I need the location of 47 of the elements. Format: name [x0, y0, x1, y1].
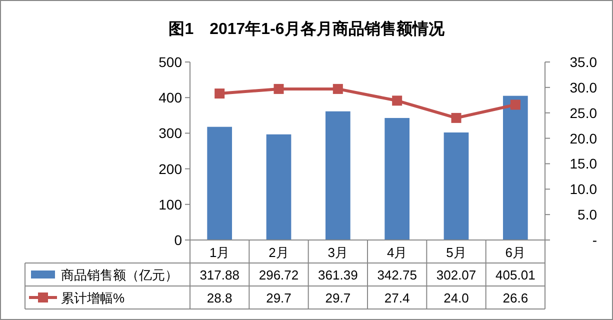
- x-tick-label: 6月: [505, 245, 526, 260]
- y-tick-label: 100: [158, 196, 182, 212]
- point: [392, 96, 402, 106]
- y-tick-label: 400: [158, 90, 182, 106]
- y2-tick-label: 35.0: [570, 54, 598, 70]
- y2-tick-label: -: [592, 232, 598, 248]
- y2-tick-label: 30.0: [570, 79, 598, 96]
- y2-tick-label: 20.0: [570, 130, 598, 146]
- y2-tick-label: 5.0: [578, 206, 598, 223]
- bar: [207, 126, 232, 240]
- data-label: 405.01: [496, 268, 536, 282]
- point: [451, 112, 462, 123]
- x-tick-label: 4月: [386, 245, 408, 260]
- x-tick-label: 5月: [446, 245, 466, 260]
- data-label: 29.7: [266, 290, 292, 306]
- data-label: 24.0: [444, 290, 469, 306]
- legend-label: 商品销售额（亿元）: [61, 268, 178, 282]
- legend-label: 累计增幅%: [61, 290, 125, 306]
- data-label: 27.4: [384, 290, 410, 306]
- point: [214, 88, 225, 99]
- data-label: 342.75: [377, 268, 417, 282]
- x-tick-label: 1月: [209, 245, 230, 260]
- bar: [502, 96, 528, 240]
- bar: [266, 134, 292, 240]
- data-label: 317.88: [200, 268, 240, 282]
- data-label: 361.39: [318, 268, 358, 282]
- point: [332, 84, 343, 94]
- data-label: 28.8: [206, 290, 232, 306]
- y-tick-label: 0: [174, 232, 182, 248]
- point: [510, 100, 520, 110]
- point: [274, 84, 284, 94]
- x-tick-label: 2月: [268, 245, 289, 260]
- data-label: 296.72: [258, 268, 299, 282]
- data-label: 29.7: [325, 290, 351, 306]
- y2-tick-label: 25.0: [570, 104, 598, 121]
- y-tick-label: 300: [158, 125, 182, 142]
- bar: [444, 132, 469, 240]
- data-label: 302.07: [436, 268, 476, 282]
- data-label: 26.6: [502, 290, 528, 306]
- bar: [325, 111, 350, 240]
- chart-title: 图1 2017年1-6月各月商品销售额情况: [168, 20, 446, 38]
- y-tick-label: 500: [158, 54, 182, 70]
- y2-tick-label: 10.0: [570, 181, 598, 198]
- y-tick-label: 200: [158, 160, 182, 177]
- y2-tick-label: 15.0: [570, 156, 598, 172]
- bar: [384, 118, 410, 240]
- x-tick-label: 3月: [328, 245, 348, 260]
